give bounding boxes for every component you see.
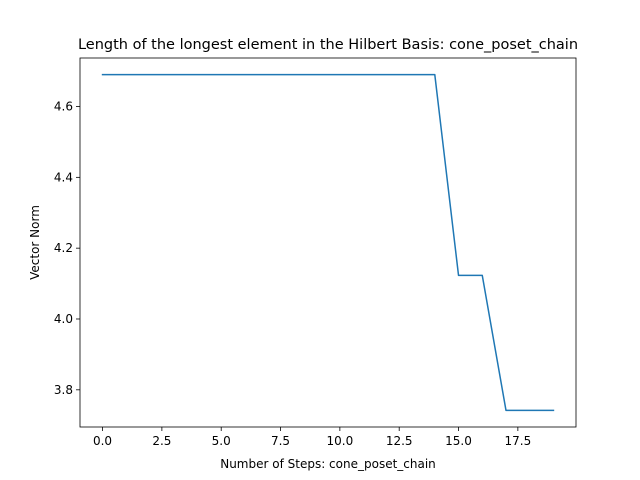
x-tick-label: 10.0 xyxy=(327,434,354,448)
y-tick-label: 4.2 xyxy=(54,241,73,255)
x-tick-label: 12.5 xyxy=(386,434,413,448)
x-axis-label: Number of Steps: cone_poset_chain xyxy=(220,457,436,471)
y-tick-label: 4.0 xyxy=(54,312,73,326)
x-tick-label: 15.0 xyxy=(445,434,472,448)
y-tick-label: 4.4 xyxy=(54,170,73,184)
y-axis-label: Vector Norm xyxy=(28,205,42,280)
chart-title: Length of the longest element in the Hil… xyxy=(78,37,578,53)
x-tick-label: 7.5 xyxy=(271,434,290,448)
plot-area xyxy=(80,58,576,427)
y-tick-label: 4.6 xyxy=(54,100,73,114)
x-axis-ticks: 0.0 2.5 5.0 7.5 10.0 12.5 15.0 17.5 xyxy=(93,427,531,448)
x-tick-label: 2.5 xyxy=(152,434,171,448)
series-line-0 xyxy=(101,73,555,412)
x-tick-label: 5.0 xyxy=(212,434,231,448)
x-tick-label: 0.0 xyxy=(93,434,112,448)
x-tick-label: 17.5 xyxy=(504,434,531,448)
y-tick-label: 3.8 xyxy=(54,383,73,397)
y-axis-ticks: 3.8 4.0 4.2 4.4 4.6 xyxy=(54,100,80,397)
series-layer xyxy=(101,73,555,412)
plot-frame xyxy=(79,57,577,428)
